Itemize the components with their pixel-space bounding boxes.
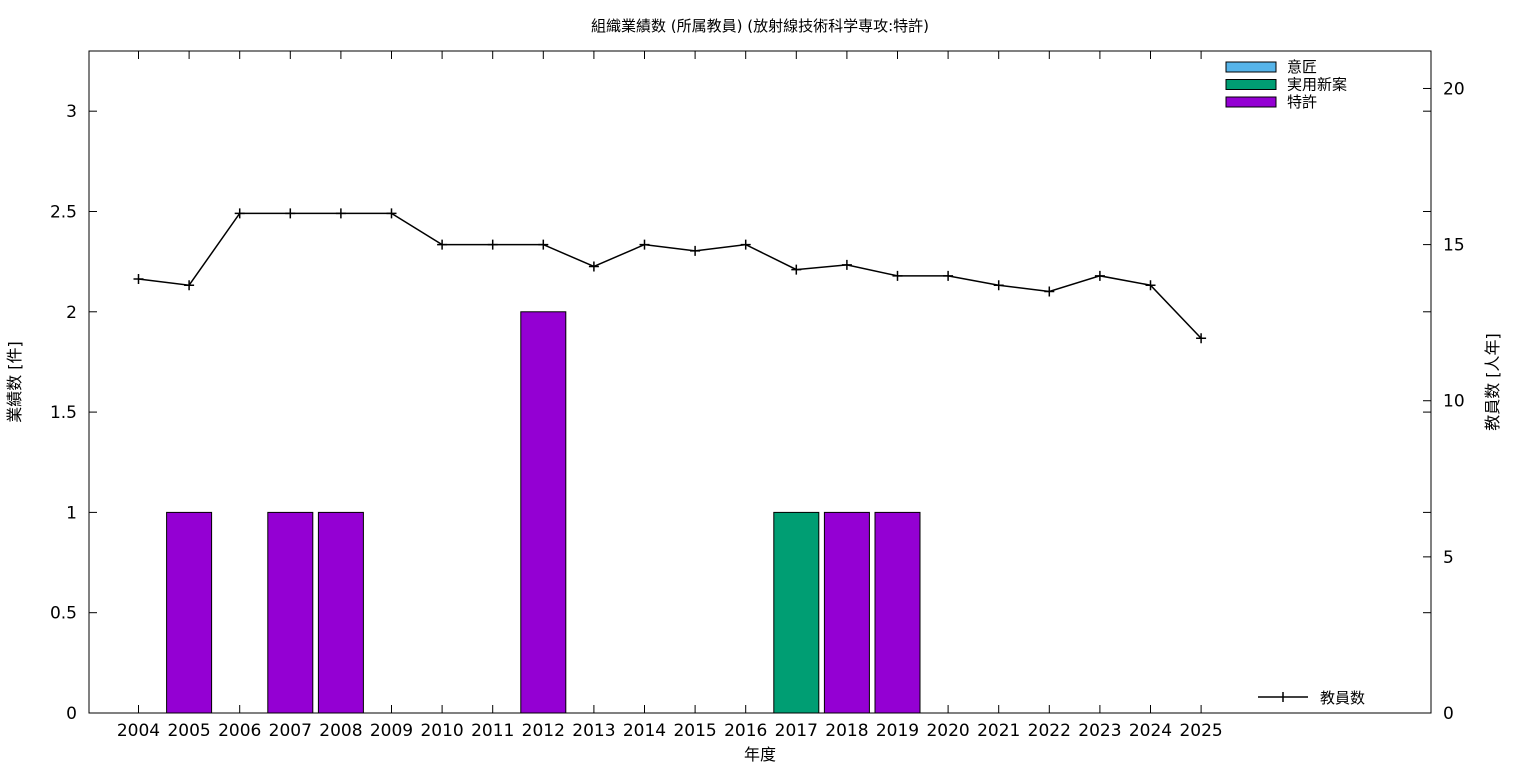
- x-tick-label: 2022: [1028, 721, 1071, 741]
- line-layer: [133, 208, 1207, 344]
- legend-label: 実用新案: [1287, 76, 1347, 94]
- legend-swatch: [1225, 96, 1277, 108]
- line-point: [588, 261, 599, 272]
- x-tick-label: 2023: [1078, 721, 1121, 741]
- x-tick-label: 2019: [876, 721, 919, 741]
- y2-tick-label: 15: [1443, 236, 1465, 256]
- x-axis: 2004 2005 2006 2007 2008 2009 2010 2011 2012 2013…: [117, 51, 1223, 741]
- x-tick-label: 2016: [724, 721, 767, 741]
- y-axis-label: 業績数 [件]: [5, 341, 24, 423]
- x-tick-label: 2025: [1179, 721, 1222, 741]
- x-tick-label: 2012: [522, 721, 565, 741]
- y-tick-label: 0: [66, 704, 77, 724]
- bar-2008: [317, 511, 364, 714]
- line-point: [892, 270, 903, 281]
- line-point: [437, 239, 448, 250]
- line-point: [538, 239, 549, 250]
- line-point: [1196, 333, 1207, 344]
- bar-2017: [773, 511, 820, 714]
- line-point: [184, 280, 195, 291]
- y2-tick-label: 0: [1443, 704, 1454, 724]
- y-tick-label: 2.5: [50, 202, 77, 222]
- line-point: [1094, 270, 1105, 281]
- y2-axis-label: 教員数 [人年]: [1483, 333, 1502, 431]
- line-point: [1145, 280, 1156, 291]
- x-tick-label: 2013: [572, 721, 615, 741]
- x-tick-label: 2004: [117, 721, 160, 741]
- x-tick-label: 2005: [167, 721, 210, 741]
- line-point: [639, 239, 650, 250]
- legend-swatch: [1225, 79, 1277, 90]
- line-point: [740, 239, 751, 250]
- legend-label: 特許: [1287, 93, 1317, 111]
- y-tick-label: 1.5: [50, 403, 77, 423]
- line-point: [1044, 286, 1055, 297]
- bar-2018: [823, 511, 870, 714]
- x-tick-label: 2015: [673, 721, 716, 741]
- bar-2019: [874, 511, 921, 714]
- y-tick-label: 3: [66, 102, 77, 122]
- line-point: [335, 208, 346, 219]
- x-tick-label: 2008: [319, 721, 362, 741]
- line-point: [690, 245, 701, 256]
- y-tick-label: 1: [66, 503, 77, 523]
- line-point: [133, 273, 144, 284]
- legend-swatch: [1225, 61, 1277, 73]
- line-series: [138, 212, 1202, 339]
- x-tick-label: 2017: [775, 721, 818, 741]
- legend-label: 意匠: [1287, 58, 1317, 76]
- line-point: [386, 208, 397, 219]
- line-point: [234, 208, 245, 219]
- line-point: [791, 264, 802, 275]
- line-point: [943, 270, 954, 281]
- legend-label: 教員数: [1320, 689, 1365, 707]
- y2-axis: 0 5 10 15 20: [1423, 79, 1465, 724]
- x-axis-label: 年度: [744, 745, 776, 764]
- bar-2012: [520, 311, 567, 714]
- y-axis: 0 0.5 1 1.5 2 2.5 3: [50, 102, 1431, 724]
- x-tick-label: 2020: [926, 721, 969, 741]
- y2-tick-label: 20: [1443, 79, 1465, 99]
- y2-tick-label: 5: [1443, 548, 1454, 568]
- x-tick-label: 2010: [420, 721, 463, 741]
- x-tick-label: 2006: [218, 721, 261, 741]
- bar-2005: [166, 511, 213, 714]
- line-point: [285, 208, 296, 219]
- bars-layer: [166, 311, 921, 714]
- line-point: [993, 280, 1004, 291]
- plot-frame: [88, 50, 1432, 714]
- y-tick-label: 0.5: [50, 604, 77, 624]
- x-tick-label: 2014: [623, 721, 666, 741]
- y-tick-label: 2: [66, 303, 77, 323]
- x-tick-label: 2018: [825, 721, 868, 741]
- x-tick-label: 2024: [1129, 721, 1172, 741]
- line-point: [841, 259, 852, 270]
- y2-tick-label: 10: [1443, 392, 1465, 412]
- x-tick-label: 2007: [269, 721, 312, 741]
- chart-title: 組織業績数 (所属教員) (放射線技術科学専攻:特許): [591, 17, 929, 35]
- line-point: [487, 239, 498, 250]
- bar-2007: [267, 511, 314, 714]
- x-tick-label: 2021: [977, 721, 1020, 741]
- x-tick-label: 2011: [471, 721, 514, 741]
- x-tick-label: 2009: [370, 721, 413, 741]
